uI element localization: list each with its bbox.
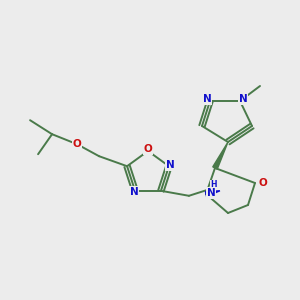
- Text: N: N: [202, 94, 211, 104]
- Text: O: O: [144, 144, 152, 154]
- Text: H: H: [211, 180, 217, 189]
- Text: N: N: [130, 187, 138, 197]
- Text: N: N: [166, 160, 174, 170]
- Text: O: O: [259, 178, 267, 188]
- Text: O: O: [73, 139, 82, 149]
- Polygon shape: [206, 191, 220, 197]
- Text: N: N: [207, 188, 215, 198]
- Text: N: N: [238, 94, 247, 104]
- Polygon shape: [213, 142, 228, 169]
